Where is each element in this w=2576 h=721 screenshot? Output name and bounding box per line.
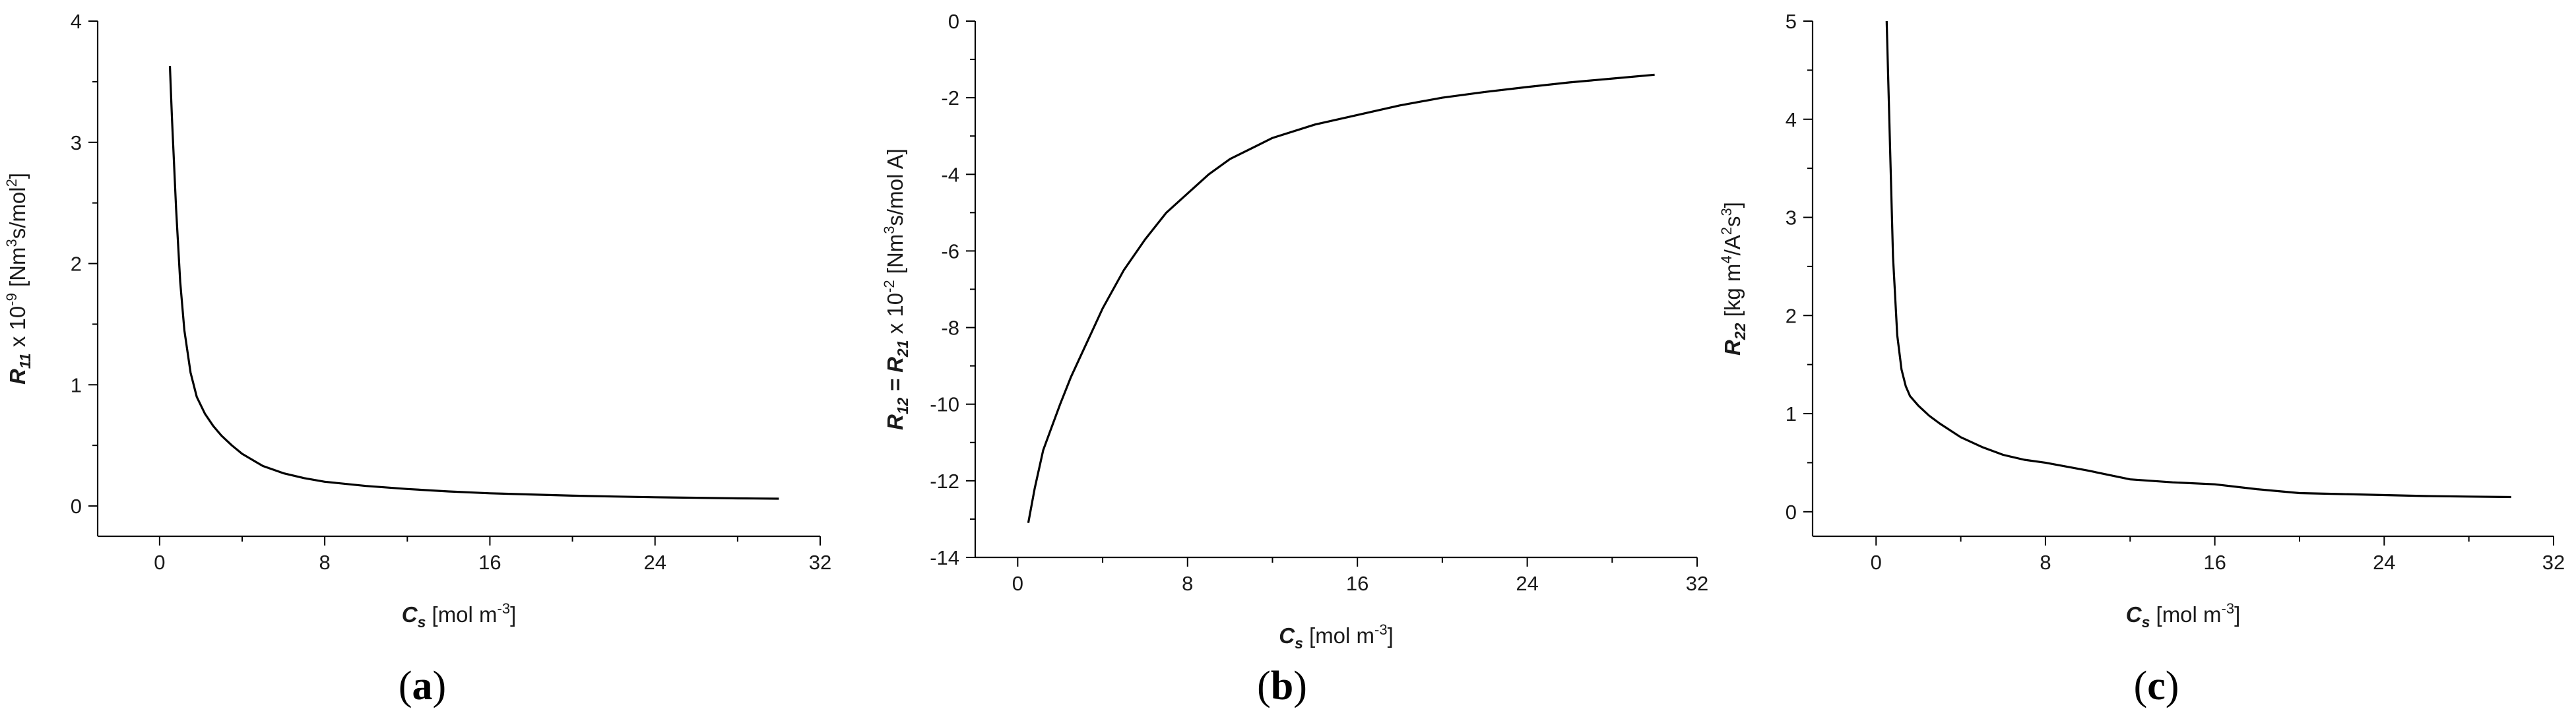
data-line <box>1027 73 1655 523</box>
chart-panel-c: 0 8 16 24 32 0 1 2 3 4 5 Cs [mol m-3] R22 [kg m4/A2s… <box>1718 10 2565 708</box>
panel-label: (b) <box>1257 664 1307 708</box>
y-tick-label: -2 <box>941 86 959 110</box>
y-tick-label: 4 <box>71 10 82 33</box>
y-axis-label: R22 [kg m4/A2s3] <box>1718 202 1749 356</box>
x-tick-label: 24 <box>643 551 666 574</box>
x-tick-label: 8 <box>2040 551 2051 574</box>
data-line <box>168 65 779 500</box>
x-tick-label: 32 <box>2542 551 2565 574</box>
x-tick-label: 0 <box>1871 551 1882 574</box>
x-axis-label: Cs [mol m-3] <box>1279 621 1394 652</box>
x-tick-label: 16 <box>2203 551 2226 574</box>
y-tick-label: 0 <box>1786 501 1797 524</box>
y-tick-label: -12 <box>930 470 959 493</box>
y-tick-label: 0 <box>71 495 82 518</box>
y-tick-label: 3 <box>71 131 82 154</box>
x-tick-label: 32 <box>1686 572 1708 595</box>
x-tick-label: 8 <box>1182 572 1193 595</box>
y-tick-label: 2 <box>71 253 82 276</box>
y-tick-label: 5 <box>1786 10 1797 33</box>
chart-panel-b: 0 8 16 24 32 0 -2 -4 -6 -8 -10 -12 -14 Cs [mol m-3] R1… <box>881 10 1708 708</box>
y-tick-label: 4 <box>1786 108 1797 131</box>
y-tick-label: -14 <box>930 546 959 569</box>
x-tick-label: 0 <box>154 551 165 574</box>
y-tick-label: -6 <box>941 239 959 263</box>
panel-label: (c) <box>2134 664 2179 708</box>
y-axis-label: R11 x 10-9 [Nm3s/mol2] <box>3 173 34 385</box>
x-tick-label: 24 <box>2373 551 2395 574</box>
x-tick-label: 16 <box>1346 572 1368 595</box>
chart-panel-a: 0 8 16 24 32 0 1 2 3 4 Cs [mol m-3] R11 x 10-9 [Nm3… <box>3 10 831 708</box>
y-tick-label: -8 <box>941 317 959 340</box>
y-tick-label: 3 <box>1786 206 1797 230</box>
x-tick-label: 16 <box>478 551 501 574</box>
panel-label: (a) <box>399 664 446 708</box>
x-tick-label: 0 <box>1012 572 1023 595</box>
y-tick-label: 1 <box>71 373 82 396</box>
y-tick-label: 1 <box>1786 402 1797 425</box>
y-tick-label: -10 <box>930 393 959 416</box>
y-tick-label: 0 <box>948 10 959 33</box>
y-tick-label: -4 <box>941 163 959 186</box>
x-axis-label: Cs [mol m-3] <box>2126 600 2241 631</box>
y-tick-label: 2 <box>1786 304 1797 327</box>
data-line <box>1885 20 2511 499</box>
x-tick-label: 8 <box>319 551 331 574</box>
x-tick-label: 24 <box>1516 572 1538 595</box>
x-axis-label: Cs [mol m-3] <box>402 600 517 631</box>
y-axis-label: R12 = R21 x 10-2 [Nm3s/mol A] <box>881 148 911 430</box>
x-tick-label: 32 <box>809 551 831 574</box>
